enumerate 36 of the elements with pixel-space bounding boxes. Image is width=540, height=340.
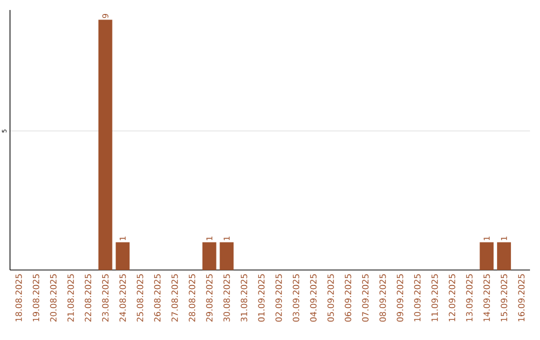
x-tick-label: 15.09.2025 xyxy=(500,274,508,322)
x-tick-label: 25.08.2025 xyxy=(136,274,144,322)
x-tick-label: 23.08.2025 xyxy=(102,274,109,322)
x-tick-label: 21.08.2025 xyxy=(67,274,74,322)
x-tick-label: 16.09.2025 xyxy=(518,274,525,322)
x-tick-label: 12.09.2025 xyxy=(448,274,456,322)
x-tick-label: 29.08.2025 xyxy=(206,274,213,322)
x-tick-label: 28.08.2025 xyxy=(188,274,196,322)
x-tick-label: 03.09.2025 xyxy=(292,274,300,322)
data-label: 1 xyxy=(206,236,212,240)
x-tick-label: 18.08.2025 xyxy=(15,274,22,322)
x-tick-label: 20.08.2025 xyxy=(50,274,57,322)
x-tick-label: 26.08.2025 xyxy=(154,274,161,322)
x-tick-label: 13.09.2025 xyxy=(466,274,473,322)
x-tick-label: 30.08.2025 xyxy=(223,274,230,322)
data-label: 9 xyxy=(102,14,108,18)
x-tick-label: 27.08.2025 xyxy=(171,274,178,322)
x-tick-label: 31.08.2025 xyxy=(240,274,248,322)
data-label: 1 xyxy=(224,236,230,240)
data-label: 1 xyxy=(120,236,126,240)
x-tick-label: 07.09.2025 xyxy=(362,274,369,322)
x-tick-label: 09.09.2025 xyxy=(396,274,404,322)
x-tick-label: 08.09.2025 xyxy=(379,274,386,322)
data-label: 1 xyxy=(484,236,490,240)
x-tick-label: 04.09.2025 xyxy=(310,274,317,322)
data-label: 1 xyxy=(501,236,507,240)
x-tick-label: 19.08.2025 xyxy=(32,274,40,322)
x-tick-label: 24.08.2025 xyxy=(119,274,126,322)
x-tick-label: 01.09.2025 xyxy=(258,274,265,322)
x-tick-label: 02.09.2025 xyxy=(275,274,282,322)
x-tick-label: 05.09.2025 xyxy=(327,274,334,322)
x-tick-label: 10.09.2025 xyxy=(414,274,421,322)
x-tick-label: 22.08.2025 xyxy=(84,274,92,322)
x-tick-label: 06.09.2025 xyxy=(344,274,352,322)
x-tick-label: 14.09.2025 xyxy=(483,274,490,322)
x-tick-label: 11.09.2025 xyxy=(431,274,438,322)
